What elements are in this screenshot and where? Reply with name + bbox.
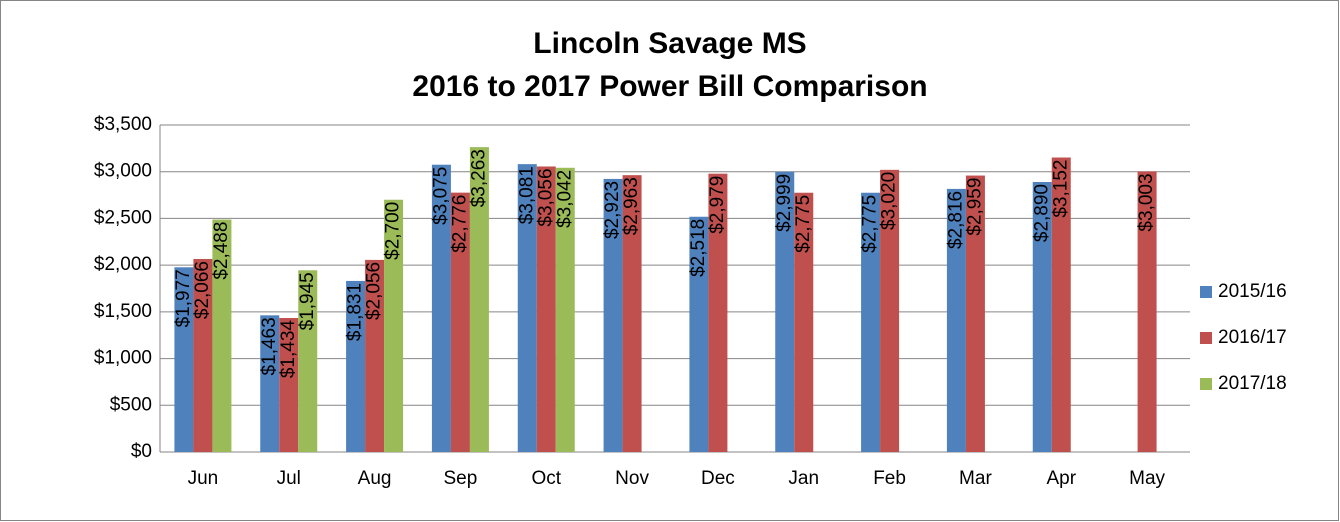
- bar: [622, 175, 642, 452]
- data-label: $2,776: [449, 195, 470, 253]
- data-label: $3,003: [1136, 173, 1157, 231]
- x-tick-label: Dec: [701, 468, 735, 489]
- chart-title: Lincoln Savage MS: [533, 27, 806, 60]
- bar: [689, 216, 709, 452]
- data-label: $3,263: [468, 149, 489, 207]
- data-label: $2,700: [383, 202, 404, 260]
- data-label: $3,042: [554, 170, 575, 228]
- bar: [174, 267, 194, 452]
- bar: [880, 169, 900, 453]
- legend-swatch: [1200, 378, 1212, 390]
- bar: [603, 178, 623, 453]
- y-tick-label: $500: [110, 394, 152, 415]
- bar: [384, 199, 404, 452]
- x-tick-label: Jun: [188, 468, 219, 489]
- data-label: $2,959: [964, 178, 985, 236]
- data-label: $2,056: [364, 262, 385, 320]
- legend-swatch: [1200, 286, 1212, 298]
- chart-subtitle: 2016 to 2017 Power Bill Comparison: [412, 70, 927, 103]
- legend-label: 2016/17: [1218, 327, 1287, 348]
- bar: [450, 192, 470, 453]
- x-tick-label: Apr: [1046, 468, 1076, 489]
- bar: [861, 192, 881, 452]
- bar: [517, 164, 537, 452]
- legend-label: 2017/18: [1218, 373, 1287, 394]
- bar: [965, 175, 985, 452]
- data-label: $1,434: [278, 320, 299, 379]
- data-label: $2,518: [688, 219, 709, 277]
- bar: [1137, 171, 1157, 452]
- bar: [794, 192, 814, 452]
- x-tick-label: Jan: [788, 468, 819, 489]
- bar: [431, 164, 451, 452]
- data-label: $2,775: [793, 195, 814, 253]
- bar: [1051, 157, 1071, 453]
- bar: [775, 171, 795, 452]
- x-tick-label: Mar: [959, 468, 992, 489]
- y-tick-label: $3,000: [94, 161, 152, 182]
- y-tick-label: $1,000: [94, 348, 152, 369]
- data-label: $2,963: [621, 177, 642, 235]
- x-tick-label: Oct: [531, 468, 561, 489]
- y-tick-label: $0: [131, 441, 152, 462]
- x-tick-label: Feb: [873, 468, 906, 489]
- y-tick-label: $2,000: [94, 254, 152, 275]
- bar: [298, 270, 318, 452]
- data-label: $2,890: [1031, 184, 1052, 242]
- bar: [212, 219, 232, 452]
- x-tick-label: Nov: [615, 468, 649, 489]
- data-label: $2,775: [860, 195, 881, 253]
- x-tick-label: Sep: [444, 468, 478, 489]
- data-label: $3,020: [879, 172, 900, 230]
- data-label: $1,945: [297, 272, 318, 330]
- data-label: $3,081: [516, 166, 537, 224]
- legend-label: 2015/16: [1218, 281, 1287, 302]
- bar: [193, 258, 213, 452]
- bar: [536, 166, 556, 452]
- data-label: $2,066: [192, 261, 213, 319]
- data-label: $1,977: [173, 269, 194, 327]
- x-tick-label: May: [1129, 468, 1165, 489]
- x-tick-label: Aug: [358, 468, 392, 489]
- bar: [279, 318, 299, 452]
- data-label: $2,979: [707, 176, 728, 234]
- data-label: $2,923: [602, 181, 623, 239]
- data-label: $1,831: [345, 283, 366, 341]
- data-label: $3,152: [1050, 160, 1071, 218]
- x-tick-label: Jul: [277, 468, 301, 489]
- bar: [260, 315, 280, 452]
- data-label: $3,056: [535, 168, 556, 226]
- legend-swatch: [1200, 332, 1212, 344]
- y-tick-label: $3,500: [94, 114, 152, 135]
- data-label: $2,816: [945, 191, 966, 249]
- y-tick-label: $2,500: [94, 207, 152, 228]
- bar: [346, 280, 366, 452]
- data-label: $1,463: [259, 317, 280, 375]
- y-tick-label: $1,500: [94, 301, 152, 322]
- bar: [1032, 181, 1052, 452]
- bar: [469, 147, 489, 452]
- bar: [555, 167, 575, 452]
- data-label: $2,488: [211, 222, 232, 280]
- data-label: $3,075: [430, 167, 451, 225]
- bar: [365, 259, 385, 452]
- bar: [946, 188, 966, 452]
- bar: [708, 173, 728, 453]
- data-label: $2,999: [774, 174, 795, 232]
